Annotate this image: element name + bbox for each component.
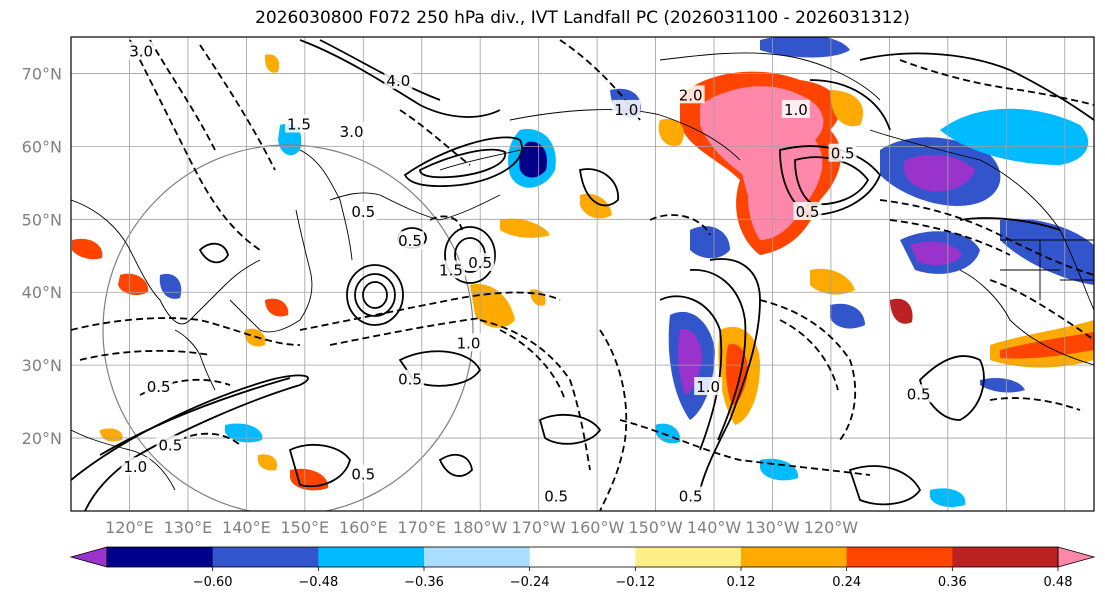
contour-label-bg <box>384 70 413 89</box>
lon-tick-label: 120°E <box>105 518 154 537</box>
contour-label: 1.5 <box>439 261 463 279</box>
lon-tick-label: 160°W <box>570 518 625 537</box>
contour-label-bg <box>436 260 465 279</box>
lon-tick-label: 130°E <box>164 518 213 537</box>
contour-label: 0.5 <box>398 232 422 250</box>
colorbar-label: 0.36 <box>938 575 967 590</box>
colorbar-extend-min <box>69 546 108 568</box>
contour-label: 0.5 <box>907 385 931 403</box>
contour-label: 1.0 <box>457 334 481 352</box>
contour-label-bg <box>127 41 156 60</box>
colorbar-segment <box>741 547 848 567</box>
contour-label: 0.5 <box>544 487 568 505</box>
lon-tick-label: 150°W <box>628 518 683 537</box>
contour-label: 0.5 <box>796 203 820 221</box>
contour-label: 0.5 <box>468 254 492 272</box>
lon-tick-label: 150°E <box>281 518 330 537</box>
contour-label: 3.0 <box>340 123 364 141</box>
contour-label: 3.0 <box>129 43 153 61</box>
colorbar-outline <box>106 546 1059 568</box>
contour-label: 0.5 <box>679 487 703 505</box>
map-title: 2026030800 F072 250 hPa div., IVT Landfa… <box>255 8 910 28</box>
contour-label-bg <box>542 486 571 505</box>
contour-label-bg <box>349 464 378 483</box>
range-circle <box>102 144 474 511</box>
contour-lines <box>71 39 1094 511</box>
contour-label-bg <box>466 253 495 272</box>
colorbar-label: −0.24 <box>510 575 550 590</box>
colorbar-label: −0.48 <box>298 575 338 590</box>
contour-labels: 3.0 4.0 1.5 3.0 0.5 0.5 1.5 0.5 1.0 0.5 0.5 0.5 1.0 0… <box>121 41 933 505</box>
contour-label-bg <box>349 202 378 221</box>
colorbar-segment <box>529 547 636 567</box>
colorbar-label: −0.60 <box>193 575 233 590</box>
lon-tick-label: 170°E <box>397 518 446 537</box>
shading-layer <box>72 37 1094 508</box>
colorbar-extend-max <box>1057 546 1096 568</box>
lon-tick-label: 120°W <box>804 518 859 537</box>
longitude-ticks: 120°E 130°E 140°E 150°E 160°E 170°E 180°W 170°W… <box>105 518 858 537</box>
lon-tick-label: 140°E <box>222 518 271 537</box>
colorbar-label: 0.48 <box>1044 575 1073 590</box>
contour-label-bg <box>144 377 173 396</box>
contour-label: 0.5 <box>351 466 375 484</box>
contour-label-bg <box>454 333 483 352</box>
lon-tick-label: 160°E <box>339 518 388 537</box>
lat-tick-label: 30°N <box>22 356 62 375</box>
contour-label: 0.5 <box>351 203 375 221</box>
contour-label-bg <box>793 202 822 221</box>
colorbar-segment <box>952 547 1059 567</box>
contour-label: 4.0 <box>386 72 410 90</box>
contour-label-bg <box>396 231 425 250</box>
map-area: 3.0 4.0 1.5 3.0 0.5 0.5 1.5 0.5 1.0 0.5 0.5 0.5 1.0 0… <box>71 37 1094 511</box>
contour-label: 0.5 <box>398 371 422 389</box>
colorbar-segment <box>107 547 214 567</box>
lat-tick-label: 70°N <box>22 64 62 83</box>
colorbar-segment <box>212 547 319 567</box>
contour-label: 1.5 <box>287 116 311 134</box>
contour-label-bg <box>284 114 313 133</box>
contour-label-bg <box>121 457 150 476</box>
lat-tick-label: 20°N <box>22 429 62 448</box>
contour-label: 0.5 <box>147 378 171 396</box>
contour-label: 0.5 <box>831 145 855 163</box>
contour-label-bg <box>676 486 705 505</box>
contour-label: 1.0 <box>614 101 638 119</box>
contour-label-bg <box>612 99 641 118</box>
colorbar-segment <box>424 547 531 567</box>
contour-label: 1.0 <box>123 458 147 476</box>
lon-tick-label: 140°W <box>687 518 742 537</box>
latitude-ticks: 70°N 60°N 50°N 40°N 30°N 20°N <box>22 64 62 448</box>
contour-label-bg <box>828 143 857 162</box>
contour-label: 1.0 <box>784 101 808 119</box>
coastlines <box>71 52 1094 491</box>
colorbar-label: 0.12 <box>727 575 756 590</box>
contour-label: 2.0 <box>679 86 703 104</box>
map-frame <box>70 36 1095 512</box>
colorbar: −0.60 −0.48 −0.36 −0.24 −0.12 0.12 0.24 0.36 0.4… <box>69 546 1096 590</box>
contour-label-bg <box>396 369 425 388</box>
contour-label: 1.0 <box>696 378 720 396</box>
negative-contours <box>71 39 1094 511</box>
contour-label-bg <box>676 85 705 104</box>
contour-label-bg <box>694 377 723 396</box>
colorbar-segment <box>318 547 425 567</box>
lat-tick-label: 50°N <box>22 210 62 229</box>
contour-label-bg <box>156 435 185 454</box>
lon-tick-label: 130°W <box>745 518 800 537</box>
lon-tick-label: 170°W <box>511 518 566 537</box>
lat-tick-label: 40°N <box>22 283 62 302</box>
contour-label: 0.5 <box>158 436 182 454</box>
contour-label-bg <box>337 121 366 140</box>
lon-tick-label: 180°W <box>453 518 508 537</box>
lat-tick-label: 60°N <box>22 137 62 156</box>
colorbar-label: −0.12 <box>615 575 655 590</box>
colorbar-label: 0.24 <box>832 575 861 590</box>
colorbar-segment <box>635 547 742 567</box>
contour-label-bg <box>781 99 810 118</box>
contour-label-bg <box>904 384 933 403</box>
colorbar-segment <box>846 547 953 567</box>
colorbar-label: −0.36 <box>404 575 444 590</box>
